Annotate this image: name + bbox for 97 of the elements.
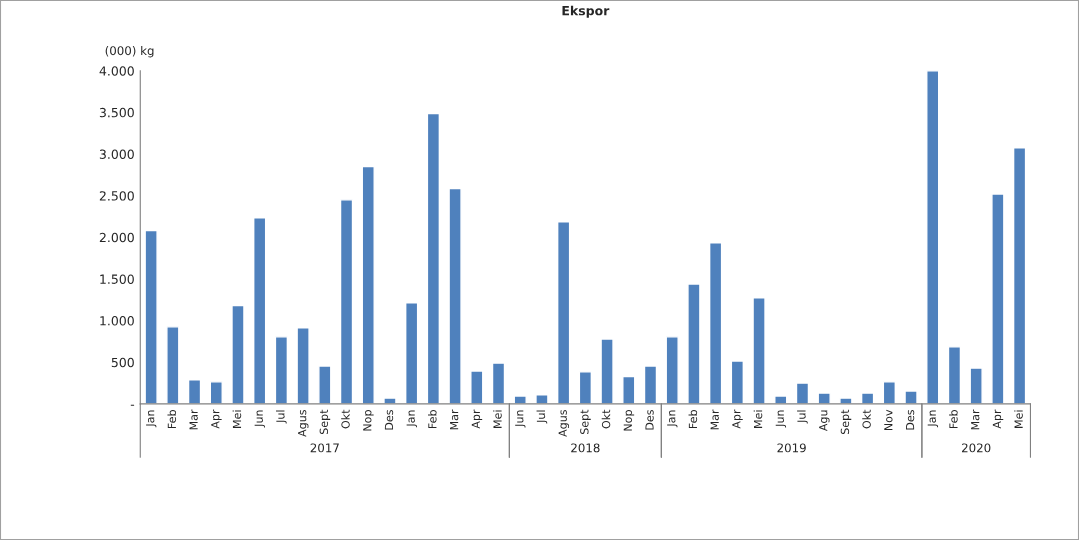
x-tick-label: Jan	[667, 410, 678, 428]
bar	[904, 390, 918, 404]
x-tick-label: Apr	[732, 409, 743, 429]
bar	[1012, 147, 1027, 404]
x-tick-label: Okt	[601, 409, 611, 429]
bar	[448, 187, 462, 404]
bar	[209, 381, 223, 404]
bar	[795, 382, 810, 404]
x-tick-label: Mar	[450, 409, 459, 430]
y-tick-label: 3.500	[99, 107, 134, 118]
x-tick-label: Mar	[710, 409, 719, 430]
chart-title: Ekspor	[562, 5, 610, 18]
bar	[166, 326, 180, 404]
x-tick-label: Jan	[927, 410, 939, 428]
bar	[600, 338, 614, 404]
x-tick-label: Jan	[406, 410, 417, 428]
x-tick-label: Agus	[298, 410, 309, 437]
x-tick-label: Apr	[992, 409, 1004, 429]
bar	[383, 397, 397, 404]
x-tick-label: Des	[645, 410, 654, 430]
bar	[817, 392, 831, 404]
bar	[296, 327, 310, 404]
x-tick-label: Mar	[971, 409, 980, 430]
x-tick-label: Mei	[493, 410, 502, 428]
x-tick-label: Okt	[341, 409, 350, 429]
x-tick-label: Agus	[558, 410, 570, 437]
x-tick-label: Jul	[536, 410, 548, 424]
bar	[622, 375, 636, 404]
x-tick-label: Jun	[515, 410, 526, 428]
y-tick-label: 2.000	[99, 232, 134, 243]
bar	[926, 70, 940, 404]
text: 2020	[962, 443, 991, 453]
x-tick-label: Mei	[753, 410, 763, 428]
bar	[969, 367, 983, 404]
x-tick-label: Sept	[840, 409, 852, 435]
x-tick-label: Apr	[471, 409, 483, 429]
y-tick-label: 4.000	[99, 66, 134, 76]
bar	[253, 217, 267, 404]
x-tick-label: Sept	[580, 409, 591, 435]
text: 2019	[777, 443, 806, 453]
bar	[860, 392, 875, 404]
bar	[947, 346, 962, 404]
y-tick-label: 1.500	[100, 274, 134, 284]
bar	[730, 360, 745, 404]
bar	[339, 199, 354, 404]
bar	[882, 381, 896, 404]
bar	[144, 229, 158, 404]
bar	[274, 336, 289, 404]
x-tick-label: Feb	[167, 410, 177, 429]
bar	[187, 379, 202, 404]
x-tick-label: Des	[906, 410, 915, 430]
x-tick-label: Okt	[862, 409, 871, 429]
x-tick-label: Mei	[1014, 410, 1023, 428]
bar	[839, 397, 853, 404]
bar	[470, 370, 484, 404]
bar	[556, 221, 571, 404]
x-tick-label: Sept	[319, 409, 331, 435]
bar	[231, 304, 245, 404]
bar	[708, 242, 723, 404]
bar	[643, 365, 658, 404]
x-tick-label: Jan	[146, 410, 157, 428]
x-tick-label: Feb	[428, 410, 437, 429]
y-tick-label: 2.500	[99, 191, 134, 201]
bar	[991, 193, 1005, 404]
bar	[404, 302, 419, 404]
bar	[513, 395, 527, 404]
bar	[426, 112, 441, 404]
y-tick-label: 3.000	[99, 149, 134, 159]
bar	[687, 283, 701, 404]
x-tick-label: Jun	[254, 410, 265, 428]
x-tick-label: Nop	[363, 410, 374, 431]
y-tick-label: 500	[111, 357, 134, 368]
x-tick-label: Mar	[189, 409, 198, 430]
y-tick-label: 1.000	[100, 316, 134, 326]
text: 2018	[571, 443, 600, 453]
x-tick-label: Jul	[797, 410, 808, 424]
bar	[578, 371, 593, 404]
x-tick-label: Jun	[775, 410, 787, 428]
x-tick-label: Apr	[211, 409, 222, 429]
bar	[665, 336, 679, 404]
x-tick-label: Jul	[276, 410, 287, 424]
x-tick-label: Feb	[688, 410, 698, 429]
text: 2017	[310, 443, 339, 453]
y-axis-title: (000) kg	[105, 45, 154, 58]
x-tick-label: Agu	[819, 410, 830, 432]
x-tick-label: Nov	[884, 409, 893, 431]
bar	[361, 165, 375, 404]
x-tick-label: Des	[384, 410, 394, 430]
x-tick-label: Nop	[623, 410, 635, 431]
bar	[318, 365, 332, 404]
y-tick-label: -	[130, 404, 135, 406]
x-tick-label: Mei	[232, 410, 242, 428]
bar	[752, 297, 766, 404]
x-tick-label: Feb	[949, 410, 958, 429]
bar	[774, 395, 788, 404]
bar	[491, 362, 506, 404]
bar	[535, 394, 549, 404]
